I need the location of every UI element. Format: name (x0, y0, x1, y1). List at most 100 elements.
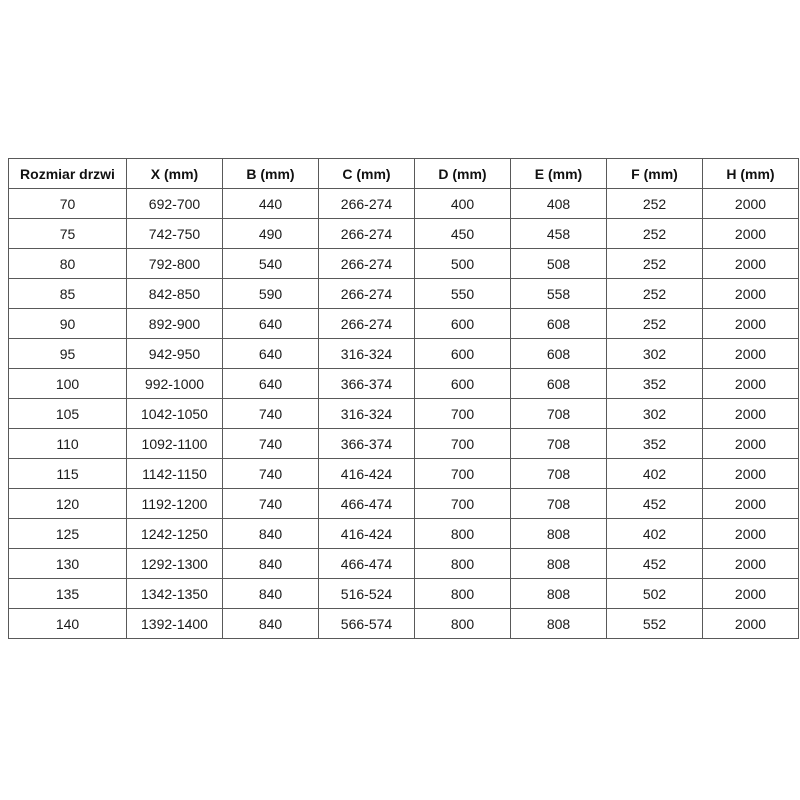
table-cell: 440 (222, 188, 319, 219)
table-cell: 366-374 (318, 428, 415, 459)
table-cell: 742-750 (126, 218, 223, 249)
table-cell: 2000 (702, 218, 799, 249)
table-cell: 740 (222, 398, 319, 429)
column-header-x-mm: X (mm) (126, 158, 223, 189)
table-cell: 125 (8, 518, 127, 549)
table-cell: 552 (606, 608, 703, 639)
table-cell: 800 (414, 548, 511, 579)
table-row: 90 892-900 640 266-274 600 608 252 2000 (8, 308, 799, 339)
table-cell: 2000 (702, 278, 799, 309)
table-cell: 2000 (702, 308, 799, 339)
table-cell: 700 (414, 428, 511, 459)
table-cell: 2000 (702, 368, 799, 399)
table-cell: 115 (8, 458, 127, 489)
table-cell: 252 (606, 188, 703, 219)
table-header-row: Rozmiar drzwi X (mm) B (mm) C (mm) D (mm… (8, 158, 799, 189)
table-cell: 2000 (702, 578, 799, 609)
table-cell: 252 (606, 218, 703, 249)
table-cell: 490 (222, 218, 319, 249)
table-cell: 1392-1400 (126, 608, 223, 639)
column-header-d-mm: D (mm) (414, 158, 511, 189)
table-row: 100 992-1000 640 366-374 600 608 352 2000 (8, 368, 799, 399)
table-cell: 402 (606, 458, 703, 489)
table-cell: 452 (606, 488, 703, 519)
table-cell: 400 (414, 188, 511, 219)
table-cell: 95 (8, 338, 127, 369)
table-cell: 2000 (702, 458, 799, 489)
column-header-rozmiar-drzwi: Rozmiar drzwi (8, 158, 127, 189)
table-cell: 452 (606, 548, 703, 579)
table-cell: 105 (8, 398, 127, 429)
table-cell: 2000 (702, 428, 799, 459)
table-cell: 700 (414, 398, 511, 429)
column-header-h-mm: H (mm) (702, 158, 799, 189)
door-size-table: Rozmiar drzwi X (mm) B (mm) C (mm) D (mm… (8, 158, 799, 639)
table-cell: 1292-1300 (126, 548, 223, 579)
table-cell: 550 (414, 278, 511, 309)
table-cell: 302 (606, 338, 703, 369)
table-cell: 740 (222, 428, 319, 459)
table-cell: 892-900 (126, 308, 223, 339)
table-cell: 500 (414, 248, 511, 279)
table-cell: 80 (8, 248, 127, 279)
table-cell: 70 (8, 188, 127, 219)
table-cell: 75 (8, 218, 127, 249)
table-cell: 408 (510, 188, 607, 219)
table-cell: 2000 (702, 548, 799, 579)
table-cell: 708 (510, 488, 607, 519)
table-cell: 302 (606, 398, 703, 429)
table-cell: 2000 (702, 338, 799, 369)
table-cell: 316-324 (318, 338, 415, 369)
table-cell: 608 (510, 338, 607, 369)
table-cell: 808 (510, 548, 607, 579)
table-cell: 808 (510, 608, 607, 639)
table-cell: 466-474 (318, 488, 415, 519)
table-cell: 2000 (702, 398, 799, 429)
table-cell: 558 (510, 278, 607, 309)
table-row: 125 1242-1250 840 416-424 800 808 402 2000 (8, 518, 799, 549)
table-cell: 840 (222, 578, 319, 609)
column-header-c-mm: C (mm) (318, 158, 415, 189)
table-row: 140 1392-1400 840 566-574 800 808 552 2000 (8, 608, 799, 639)
table-cell: 352 (606, 368, 703, 399)
table-cell: 458 (510, 218, 607, 249)
table-row: 75 742-750 490 266-274 450 458 252 2000 (8, 218, 799, 249)
table-cell: 252 (606, 248, 703, 279)
table-cell: 808 (510, 518, 607, 549)
table-cell: 708 (510, 458, 607, 489)
table-cell: 1342-1350 (126, 578, 223, 609)
table-cell: 1142-1150 (126, 458, 223, 489)
table-body: 70 692-700 440 266-274 400 408 252 2000 75 742-75… (8, 188, 799, 639)
table-cell: 402 (606, 518, 703, 549)
column-header-e-mm: E (mm) (510, 158, 607, 189)
table-cell: 2000 (702, 188, 799, 219)
table-row: 95 942-950 640 316-324 600 608 302 2000 (8, 338, 799, 369)
table-cell: 2000 (702, 488, 799, 519)
table-cell: 90 (8, 308, 127, 339)
table-cell: 508 (510, 248, 607, 279)
table-cell: 252 (606, 278, 703, 309)
table-cell: 700 (414, 488, 511, 519)
table-cell: 1242-1250 (126, 518, 223, 549)
table-cell: 1092-1100 (126, 428, 223, 459)
table-cell: 600 (414, 308, 511, 339)
table-row: 130 1292-1300 840 466-474 800 808 452 2000 (8, 548, 799, 579)
table-cell: 266-274 (318, 188, 415, 219)
table-cell: 808 (510, 578, 607, 609)
table-cell: 840 (222, 518, 319, 549)
table-row: 80 792-800 540 266-274 500 508 252 2000 (8, 248, 799, 279)
table-cell: 130 (8, 548, 127, 579)
table-cell: 708 (510, 428, 607, 459)
table-cell: 800 (414, 608, 511, 639)
table-cell: 700 (414, 458, 511, 489)
table-cell: 600 (414, 338, 511, 369)
table-cell: 110 (8, 428, 127, 459)
table-cell: 600 (414, 368, 511, 399)
table-cell: 800 (414, 518, 511, 549)
table-cell: 740 (222, 458, 319, 489)
table-cell: 140 (8, 608, 127, 639)
table-cell: 640 (222, 338, 319, 369)
table-cell: 100 (8, 368, 127, 399)
table-cell: 608 (510, 308, 607, 339)
